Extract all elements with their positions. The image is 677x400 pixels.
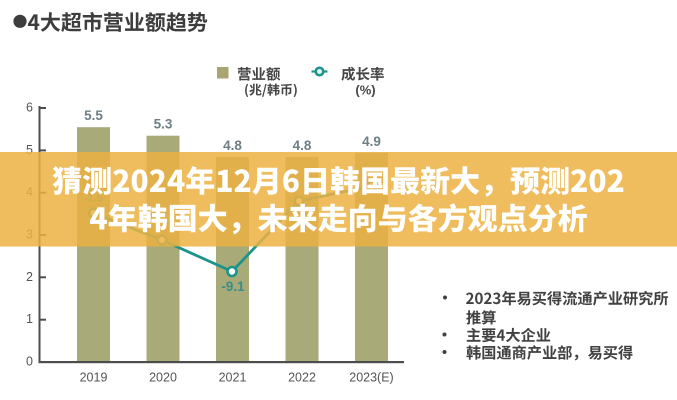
svg-text:0: 0 — [26, 355, 33, 369]
svg-text:1: 1 — [26, 312, 33, 326]
svg-text:2: 2 — [26, 270, 33, 284]
svg-text:(%): (%) — [355, 83, 375, 98]
svg-text:6: 6 — [26, 101, 33, 115]
svg-text:2021: 2021 — [219, 371, 247, 385]
svg-text:4.9: 4.9 — [362, 134, 381, 149]
svg-text:-9.1: -9.1 — [221, 279, 245, 294]
svg-text:2020: 2020 — [149, 371, 177, 385]
svg-text:4.8: 4.8 — [223, 138, 242, 153]
svg-text:2023(E): 2023(E) — [349, 371, 393, 385]
svg-text:2019: 2019 — [80, 371, 108, 385]
svg-text:2022: 2022 — [288, 371, 316, 385]
svg-text:4.8: 4.8 — [293, 138, 312, 153]
svg-text:5.5: 5.5 — [84, 108, 103, 123]
svg-text:5: 5 — [26, 143, 33, 157]
svg-text:5.3: 5.3 — [154, 117, 173, 132]
